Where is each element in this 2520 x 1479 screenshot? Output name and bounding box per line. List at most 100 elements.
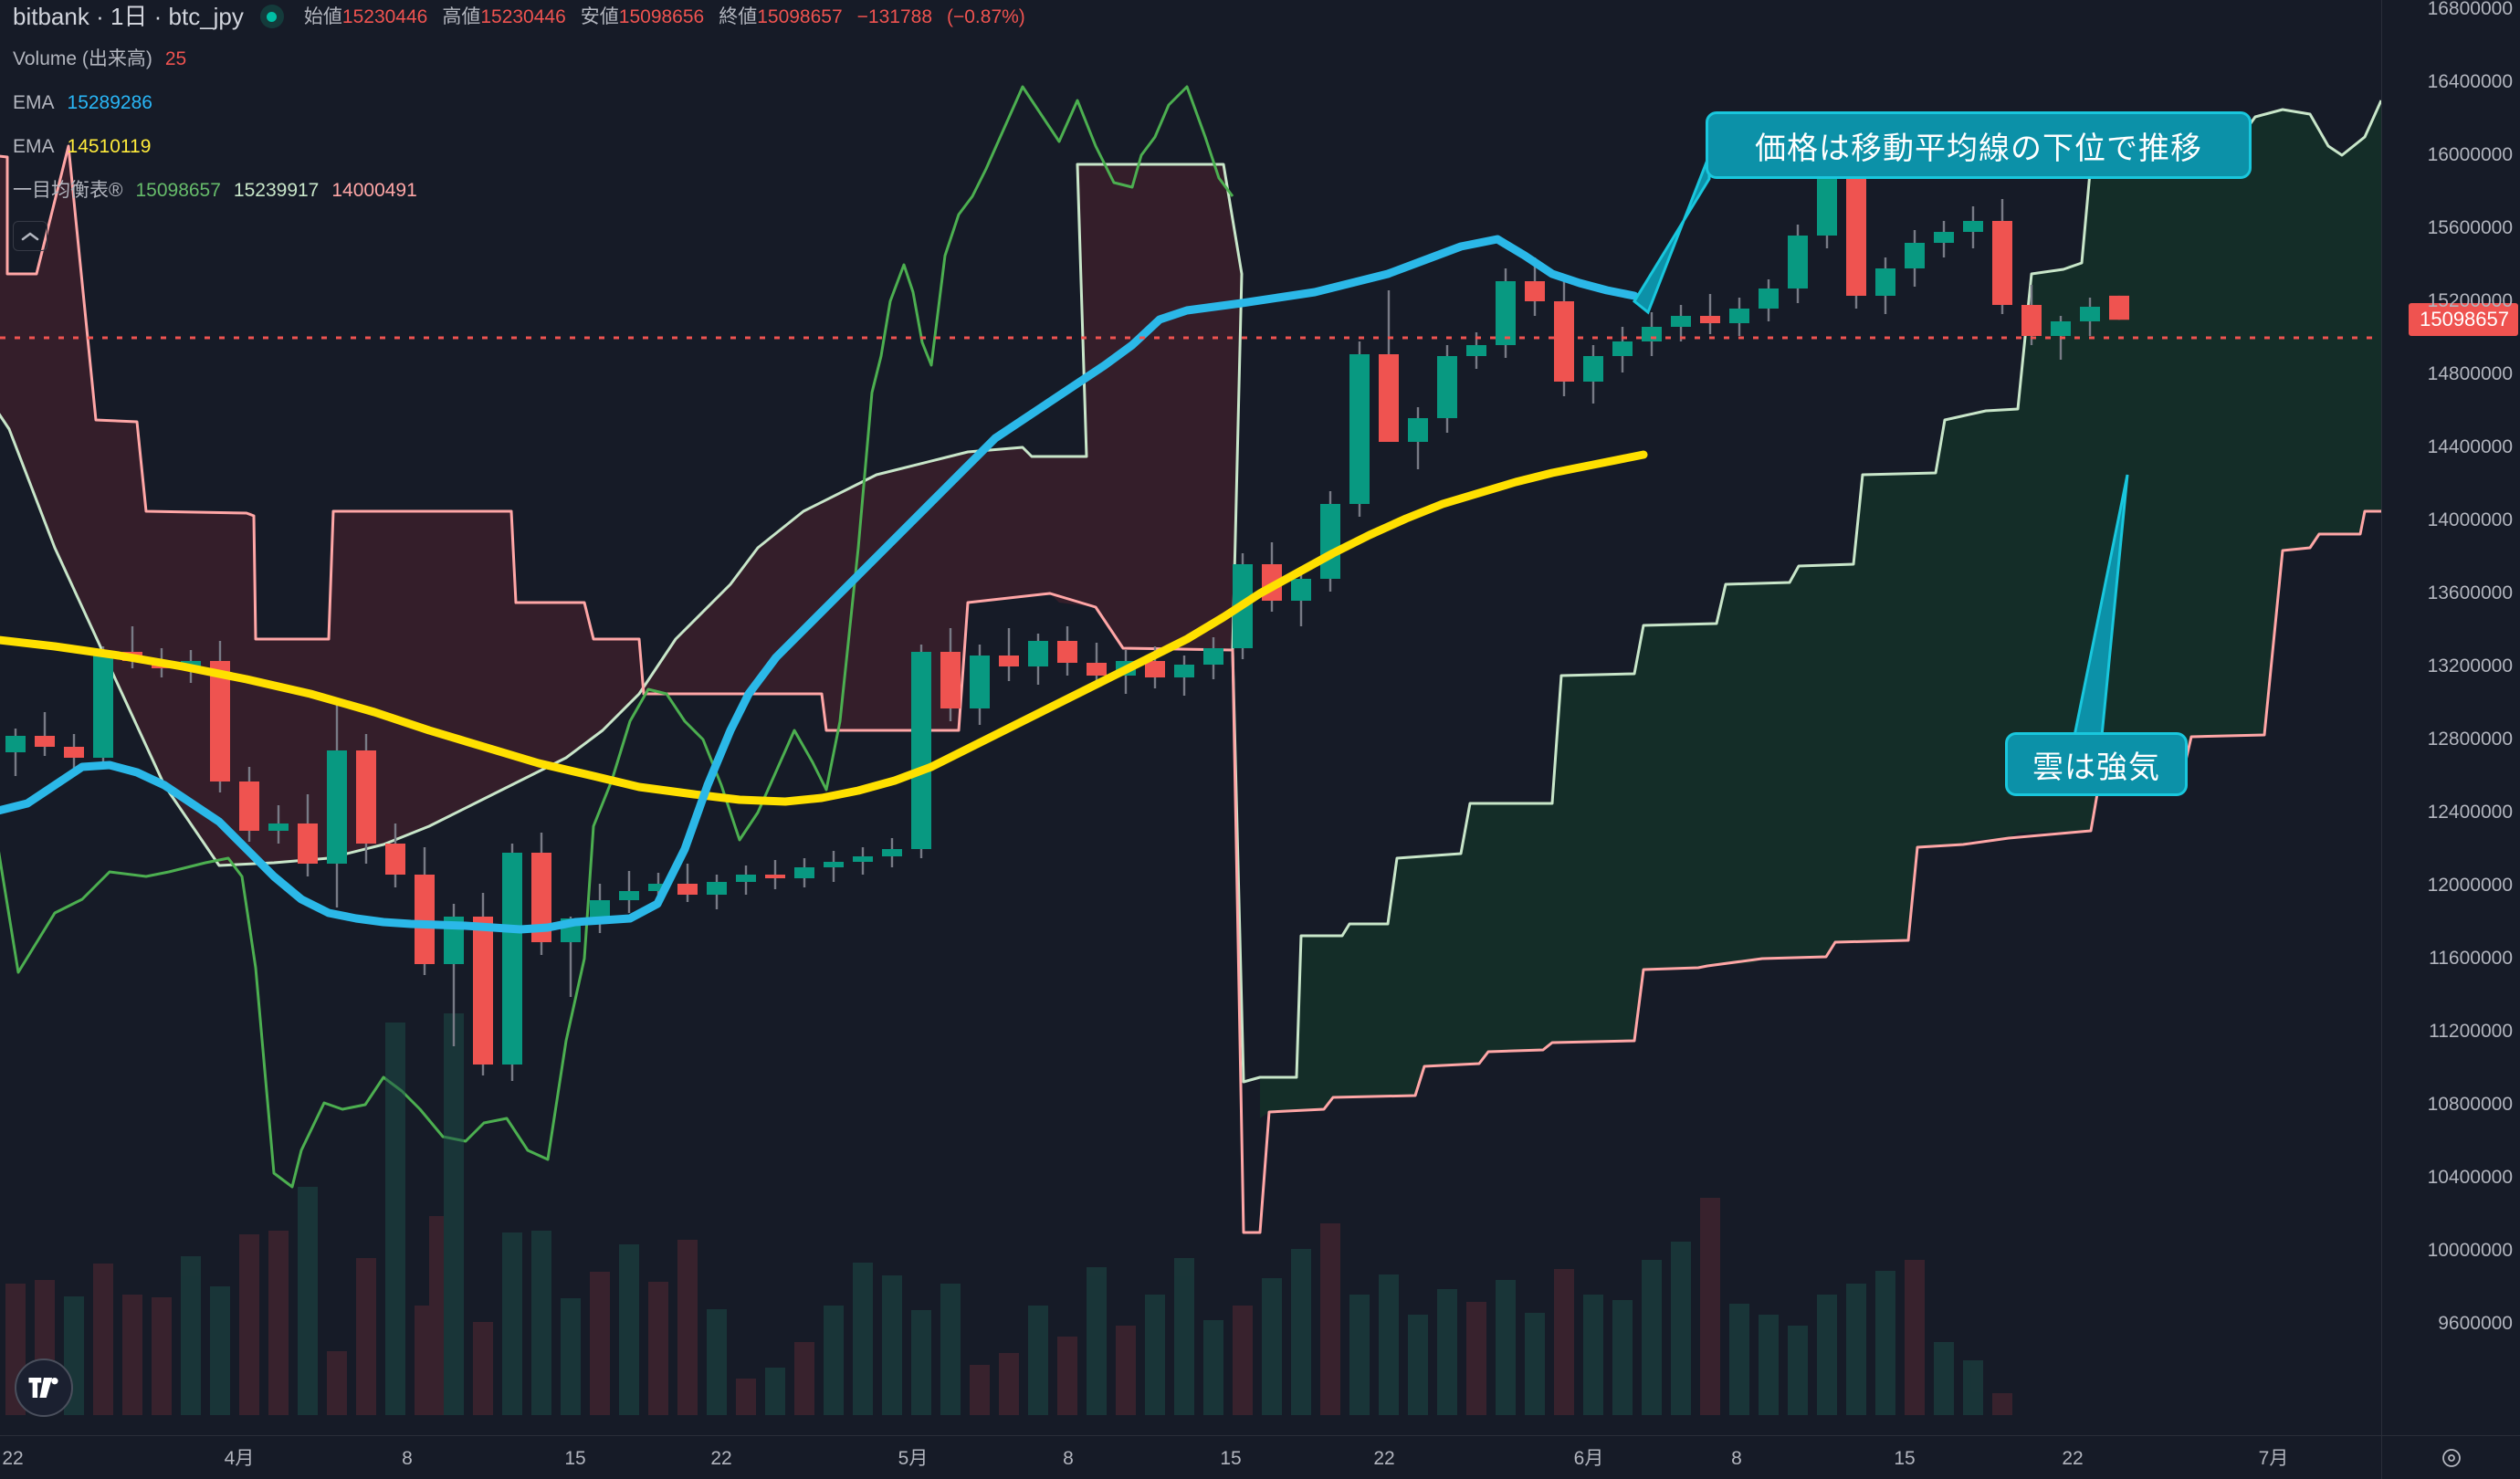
- candle-body: [619, 891, 639, 900]
- candle-body: [298, 823, 318, 864]
- candle-body: [882, 849, 902, 856]
- candle-body: [356, 750, 376, 844]
- price-axis-tick: 10800000: [2427, 1094, 2513, 1115]
- price-axis-tick: 10000000: [2427, 1240, 2513, 1261]
- price-axis-tick: 15600000: [2427, 217, 2513, 238]
- candle-body: [940, 652, 961, 708]
- chikou-span-line: [0, 85, 1234, 1189]
- candle-body: [1203, 648, 1223, 665]
- candle-body: [648, 884, 668, 891]
- time-axis-tick: 8: [1063, 1448, 1074, 1469]
- candle-body: [35, 736, 55, 747]
- price-axis-tick: 12800000: [2427, 729, 2513, 750]
- candle-body: [590, 900, 610, 918]
- candle-body: [794, 867, 814, 878]
- candle-body: [239, 781, 259, 831]
- ema-fast-line: [0, 235, 1639, 934]
- candle-body: [531, 853, 551, 942]
- candle-body: [707, 882, 727, 895]
- time-axis-settings-button[interactable]: [2381, 1436, 2520, 1479]
- candle-body: [1700, 316, 1720, 323]
- price-axis-tick: 14000000: [2427, 509, 2513, 530]
- price-axis-tick: 13600000: [2427, 582, 2513, 603]
- candle-body: [1087, 663, 1107, 676]
- candle-body: [1028, 641, 1048, 666]
- candle-body: [64, 747, 84, 758]
- candle-body: [1583, 356, 1603, 382]
- candle-body: [1554, 301, 1574, 382]
- time-axis-tick: 6月: [1573, 1448, 1604, 1469]
- candle-body: [1905, 243, 1925, 268]
- price-axis[interactable]: 15098657 16800000 16400000 16000000 1560000…: [2381, 0, 2520, 1435]
- candle-body: [1466, 345, 1486, 356]
- clock-settings-icon: [2441, 1449, 2461, 1467]
- candle-body: [911, 652, 931, 849]
- candle-body: [1729, 309, 1749, 323]
- price-axis-tick: 9600000: [2438, 1313, 2513, 1334]
- price-axis-tick: 10400000: [2427, 1167, 2513, 1188]
- volume-series: [5, 1013, 2012, 1415]
- price-axis-tick: 12000000: [2427, 875, 2513, 896]
- chevron-up-icon: [21, 232, 39, 240]
- candle-body: [1642, 327, 1662, 341]
- annotation-price-below-ma[interactable]: 価格は移動平均線の下位で推移: [1706, 111, 2252, 179]
- candle-body: [1408, 418, 1428, 442]
- candle-body: [2021, 305, 2042, 336]
- candle-body: [1671, 316, 1691, 327]
- candle-body: [1320, 504, 1340, 579]
- current-price-badge: 15098657: [2409, 303, 2518, 337]
- senkou-span-b-line: [0, 144, 2381, 1234]
- annotation-cloud-bullish[interactable]: 雲は強気: [2005, 732, 2188, 796]
- candle-body: [1379, 354, 1399, 442]
- price-axis-tick: 14400000: [2427, 436, 2513, 457]
- tradingview-logo-icon: [28, 1378, 58, 1398]
- candle-body: [1759, 288, 1779, 309]
- time-axis-tick: 15: [1220, 1448, 1242, 1469]
- time-axis-tick: 8: [402, 1448, 413, 1469]
- candle-body: [736, 875, 756, 882]
- candle-body: [2051, 321, 2071, 336]
- time-axis-tick: 22: [2062, 1448, 2084, 1469]
- senkou-span-a-line: [0, 100, 2381, 1084]
- candle-body: [502, 853, 522, 1065]
- candle-body: [1349, 354, 1370, 504]
- price-axis-tick: 11600000: [2429, 948, 2513, 969]
- legend-collapse-button[interactable]: [13, 221, 47, 251]
- time-axis[interactable]: 22 4月 8 15 22 5月 8 15 22 6月 8 15 22 7月: [0, 1435, 2520, 1479]
- candle-body: [268, 823, 289, 831]
- candle-body: [385, 844, 405, 875]
- tradingview-logo[interactable]: [15, 1358, 73, 1417]
- time-axis-tick: 4月: [224, 1448, 255, 1469]
- chart-canvas: [0, 85, 2381, 1415]
- candle-body: [93, 652, 113, 758]
- price-axis-tick: 14800000: [2427, 363, 2513, 384]
- candle-body: [473, 917, 493, 1065]
- candle-body: [1875, 268, 1895, 296]
- candle-body: [1846, 166, 1866, 296]
- time-axis-tick: 8: [1731, 1448, 1742, 1469]
- time-axis-tick: 7月: [2258, 1448, 2289, 1469]
- candle-body: [1612, 341, 1633, 356]
- candle-body: [853, 856, 873, 862]
- time-axis-tick: 5月: [898, 1448, 929, 1469]
- price-axis-tick: 15200000: [2427, 290, 2513, 311]
- candle-body: [1496, 281, 1516, 345]
- candle-body: [1145, 661, 1165, 677]
- candlestick-series: [5, 148, 2129, 1081]
- candle-body: [2080, 307, 2100, 321]
- candle-body: [5, 736, 26, 752]
- price-axis-tick: 11200000: [2429, 1021, 2513, 1042]
- price-axis-tick: 16800000: [2427, 0, 2513, 19]
- candle-body: [970, 656, 990, 708]
- candle-body: [999, 656, 1019, 666]
- time-axis-tick: 15: [1894, 1448, 1916, 1469]
- candle-body: [1934, 232, 1954, 243]
- ichimoku-cloud-bearish: [0, 146, 1242, 865]
- chart-plot-area[interactable]: [0, 0, 2381, 1435]
- annotation-price-below-ma-text: 価格は移動平均線の下位で推移: [1755, 131, 2202, 166]
- callout-1-leader: [1633, 154, 1711, 315]
- candle-body: [2109, 295, 2129, 320]
- candle-body: [1291, 579, 1311, 601]
- candle-body: [1992, 221, 2012, 305]
